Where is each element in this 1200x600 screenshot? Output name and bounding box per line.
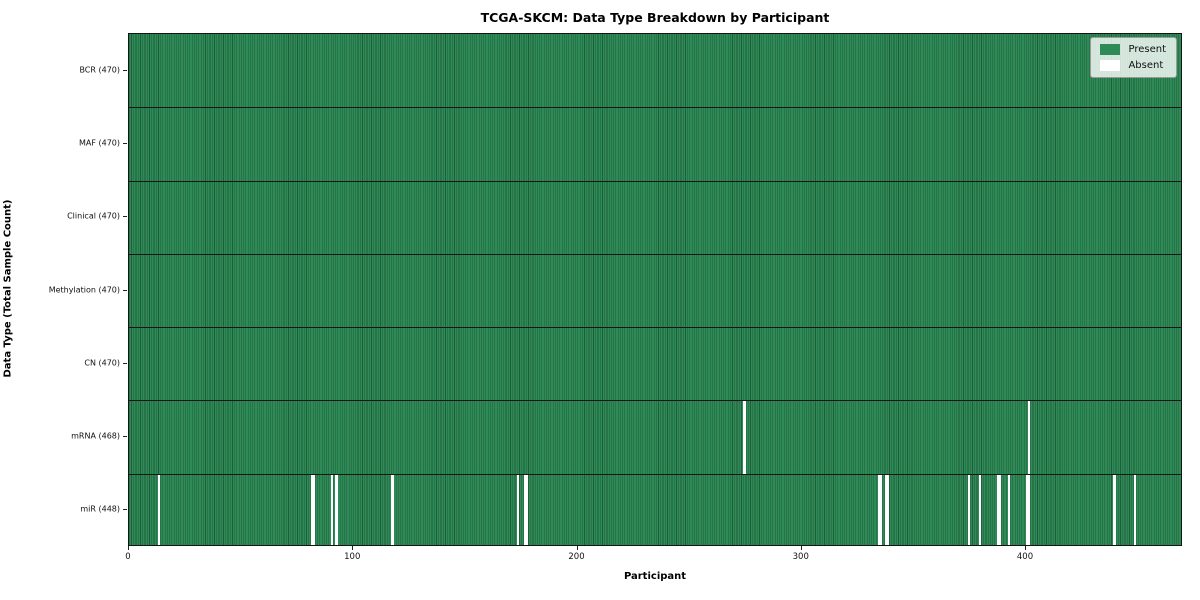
heatmap-row-maf [129,107,1181,181]
y-tick-mark [123,289,127,291]
absent-gap [886,473,890,545]
x-tick-mark [352,546,354,550]
absent-gap [743,400,746,474]
absent-gap [996,473,1000,545]
legend-label: Absent [1128,60,1164,71]
absent-gap [335,473,338,545]
row-separator [129,180,1181,182]
y-tick-label: CN (470) [84,358,120,368]
absent-gap [1133,473,1136,545]
heatmap-row-clinical [129,180,1181,254]
row-separator [129,107,1181,109]
absent-gap [880,473,883,545]
absent-gap [516,473,520,545]
x-tick-label: 300 [792,552,809,562]
x-tick-mark [128,546,129,550]
legend: Present Absent [1090,37,1177,78]
heatmap-row-mrna [129,400,1181,474]
y-tick-mark [123,69,127,71]
chart-title: TCGA-SKCM: Data Type Breakdown by Partic… [480,10,830,25]
y-tick-label: Methylation (470) [48,285,120,294]
x-tick-label: 400 [1016,552,1034,562]
absent-gap [525,473,529,545]
y-tick-mark [123,216,127,218]
absent-gap [391,473,394,545]
row-separator [129,253,1181,255]
x-tick-mark [1025,546,1027,550]
absent-gap [158,473,161,545]
y-tick-mark [123,362,127,364]
y-tick-label: mRNA (468) [71,431,120,441]
row-separator [129,400,1181,402]
x-axis-label: Participant [623,571,687,582]
y-tick-label: MAF (470) [78,138,120,148]
y-tick-label: BCR (470) [79,65,120,75]
absent-gap [330,473,334,545]
absent-gap [1008,473,1011,545]
heatmap-row-cn [129,327,1181,401]
x-tick-label: 100 [344,552,361,562]
heatmap-row-bcr [129,34,1181,108]
y-tick-mark [123,436,127,438]
y-tick-label: miR (448) [80,504,120,514]
absent-gap [1028,400,1031,474]
legend-swatch-absent [1100,60,1121,71]
x-tick-label: 0 [125,552,131,562]
absent-gap [310,473,313,545]
x-tick-mark [576,546,578,550]
absent-gap [884,473,887,545]
row-separator [129,327,1181,329]
absent-gap [523,473,526,545]
x-tick-mark [800,546,802,550]
absent-gap [312,473,316,545]
absent-gap [1113,473,1116,545]
y-tick-mark [123,142,127,144]
heatmap-row-mir [129,473,1181,545]
absent-gap [878,473,881,545]
absent-gap [1028,473,1031,545]
absent-gap [999,473,1002,545]
x-tick-label: 200 [568,552,585,562]
legend-entry: Present [1100,44,1166,55]
absent-gap [967,473,970,545]
heatmap-row-methylation [129,253,1181,328]
legend-swatch-present [1100,44,1121,55]
y-tick-label: Clinical (470) [67,211,120,221]
absent-gap [1026,473,1029,545]
y-tick-mark [123,509,127,511]
legend-label: Present [1128,44,1166,55]
plot-area [128,33,1182,546]
row-separator [129,473,1181,475]
absent-gap [978,473,982,545]
legend-entry: Absent [1100,60,1166,71]
